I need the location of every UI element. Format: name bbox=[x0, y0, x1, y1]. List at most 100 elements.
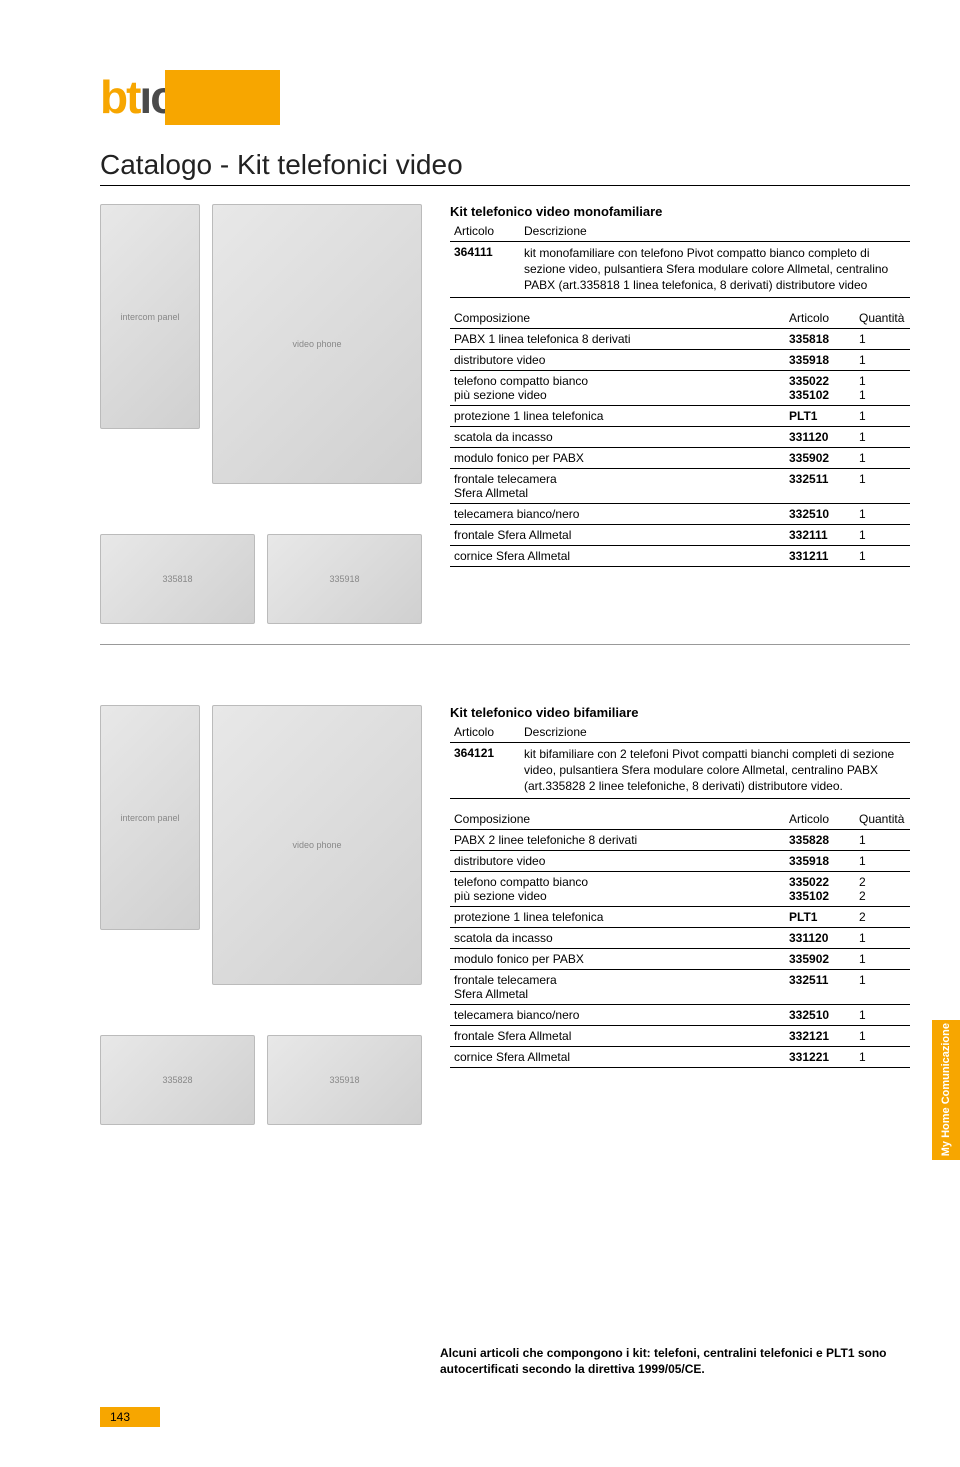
brand-accent-bar bbox=[165, 70, 280, 125]
comp-header-art: Articolo bbox=[785, 809, 855, 830]
intercom-panel-image: intercom panel bbox=[100, 705, 200, 930]
qty-cell: 1 bbox=[855, 426, 910, 447]
qty-cell: 1 bbox=[855, 948, 910, 969]
comp-header-qty: Quantità bbox=[855, 809, 910, 830]
article-description: kit bifamiliare con 2 telefoni Pivot com… bbox=[520, 743, 910, 799]
qty-cell: 1 1 bbox=[855, 370, 910, 405]
comp-cell: modulo fonico per PABX bbox=[450, 948, 785, 969]
module-image-1: 335818 bbox=[100, 534, 255, 624]
comp-cell: protezione 1 linea telefonica bbox=[450, 906, 785, 927]
table-row: cornice Sfera Allmetal3312111 bbox=[450, 545, 910, 566]
comp-cell: cornice Sfera Allmetal bbox=[450, 1046, 785, 1067]
table-row: PABX 1 linea telefonica 8 derivati335818… bbox=[450, 328, 910, 349]
table-row: telecamera bianco/nero3325101 bbox=[450, 503, 910, 524]
description-table: Articolo Descrizione 364121 kit bifamili… bbox=[450, 722, 910, 799]
side-tab-label: My Home Comunicazione bbox=[940, 1023, 952, 1156]
qty-cell: 2 bbox=[855, 906, 910, 927]
art-cell: 335918 bbox=[785, 349, 855, 370]
table-row: PABX 2 linee telefoniche 8 derivati33582… bbox=[450, 829, 910, 850]
video-phone-image: video phone bbox=[212, 705, 422, 985]
table-row: distributore video3359181 bbox=[450, 349, 910, 370]
qty-cell: 1 bbox=[855, 328, 910, 349]
kit-section-bi: intercom panel video phone 335828 335918… bbox=[100, 705, 910, 1145]
qty-cell: 1 bbox=[855, 447, 910, 468]
table-row: scatola da incasso3311201 bbox=[450, 927, 910, 948]
table-row: frontale telecamera Sfera Allmetal332511… bbox=[450, 468, 910, 503]
desc-header-descrizione: Descrizione bbox=[520, 722, 910, 743]
qty-cell: 1 bbox=[855, 969, 910, 1004]
comp-header-comp: Composizione bbox=[450, 308, 785, 329]
module-image-2: 335918 bbox=[267, 534, 422, 624]
logo-text-orange: bt bbox=[100, 71, 139, 123]
table-row: telefono compatto bianco più sezione vid… bbox=[450, 871, 910, 906]
qty-cell: 1 bbox=[855, 503, 910, 524]
art-cell: 331221 bbox=[785, 1046, 855, 1067]
art-cell: 332511 bbox=[785, 969, 855, 1004]
comp-cell: PABX 2 linee telefoniche 8 derivati bbox=[450, 829, 785, 850]
art-cell: 335828 bbox=[785, 829, 855, 850]
art-cell: 335902 bbox=[785, 948, 855, 969]
qty-cell: 1 bbox=[855, 405, 910, 426]
comp-cell: frontale telecamera Sfera Allmetal bbox=[450, 969, 785, 1004]
composition-table: Composizione Articolo Quantità PABX 1 li… bbox=[450, 308, 910, 567]
comp-rows-1: PABX 2 linee telefoniche 8 derivati33582… bbox=[450, 829, 910, 1067]
comp-cell: frontale Sfera Allmetal bbox=[450, 524, 785, 545]
module-image-1: 335828 bbox=[100, 1035, 255, 1125]
qty-cell: 1 bbox=[855, 545, 910, 566]
kit-section-mono: intercom panel video phone 335818 335918… bbox=[100, 204, 910, 645]
table-row: distributore video3359181 bbox=[450, 850, 910, 871]
art-cell: 335902 bbox=[785, 447, 855, 468]
comp-cell: telecamera bianco/nero bbox=[450, 503, 785, 524]
description-table: Articolo Descrizione 364111 kit monofami… bbox=[450, 221, 910, 298]
art-cell: 332121 bbox=[785, 1025, 855, 1046]
table-row: protezione 1 linea telefonicaPLT11 bbox=[450, 405, 910, 426]
art-cell: 332111 bbox=[785, 524, 855, 545]
table-row: modulo fonico per PABX3359021 bbox=[450, 948, 910, 969]
footer-note: Alcuni articoli che compongono i kit: te… bbox=[440, 1345, 910, 1377]
qty-cell: 2 2 bbox=[855, 871, 910, 906]
article-code: 364111 bbox=[450, 242, 520, 298]
comp-header-art: Articolo bbox=[785, 308, 855, 329]
desc-header-articolo: Articolo bbox=[450, 221, 520, 242]
page-number: 143 bbox=[100, 1407, 160, 1427]
table-row: cornice Sfera Allmetal3312211 bbox=[450, 1046, 910, 1067]
comp-cell: PABX 1 linea telefonica 8 derivati bbox=[450, 328, 785, 349]
comp-cell: cornice Sfera Allmetal bbox=[450, 545, 785, 566]
kit-title: Kit telefonico video bifamiliare bbox=[450, 705, 910, 720]
desc-header-articolo: Articolo bbox=[450, 722, 520, 743]
side-tab: My Home Comunicazione bbox=[932, 1020, 960, 1160]
art-cell: 332511 bbox=[785, 468, 855, 503]
intercom-panel-image: intercom panel bbox=[100, 204, 200, 429]
table-row: frontale telecamera Sfera Allmetal332511… bbox=[450, 969, 910, 1004]
table-row: telecamera bianco/nero3325101 bbox=[450, 1004, 910, 1025]
table-row: protezione 1 linea telefonicaPLT12 bbox=[450, 906, 910, 927]
comp-cell: frontale Sfera Allmetal bbox=[450, 1025, 785, 1046]
comp-cell: modulo fonico per PABX bbox=[450, 447, 785, 468]
table-row: telefono compatto bianco più sezione vid… bbox=[450, 370, 910, 405]
page-title: Catalogo - Kit telefonici video bbox=[100, 149, 910, 186]
comp-cell: telecamera bianco/nero bbox=[450, 1004, 785, 1025]
art-cell: PLT1 bbox=[785, 906, 855, 927]
art-cell: 335022 335102 bbox=[785, 871, 855, 906]
article-description: kit monofamiliare con telefono Pivot com… bbox=[520, 242, 910, 298]
qty-cell: 1 bbox=[855, 927, 910, 948]
kit-tables: Kit telefonico video bifamiliare Articol… bbox=[450, 705, 910, 1125]
table-row: frontale Sfera Allmetal3321211 bbox=[450, 1025, 910, 1046]
table-row: scatola da incasso3311201 bbox=[450, 426, 910, 447]
kit-tables: Kit telefonico video monofamiliare Artic… bbox=[450, 204, 910, 624]
comp-cell: distributore video bbox=[450, 850, 785, 871]
art-cell: 332510 bbox=[785, 503, 855, 524]
comp-cell: scatola da incasso bbox=[450, 927, 785, 948]
comp-cell: frontale telecamera Sfera Allmetal bbox=[450, 468, 785, 503]
art-cell: 332510 bbox=[785, 1004, 855, 1025]
qty-cell: 1 bbox=[855, 1025, 910, 1046]
qty-cell: 1 bbox=[855, 524, 910, 545]
comp-cell: scatola da incasso bbox=[450, 426, 785, 447]
art-cell: 335818 bbox=[785, 328, 855, 349]
table-row: frontale Sfera Allmetal3321111 bbox=[450, 524, 910, 545]
qty-cell: 1 bbox=[855, 349, 910, 370]
comp-cell: telefono compatto bianco più sezione vid… bbox=[450, 370, 785, 405]
table-row: modulo fonico per PABX3359021 bbox=[450, 447, 910, 468]
comp-header-qty: Quantità bbox=[855, 308, 910, 329]
qty-cell: 1 bbox=[855, 468, 910, 503]
